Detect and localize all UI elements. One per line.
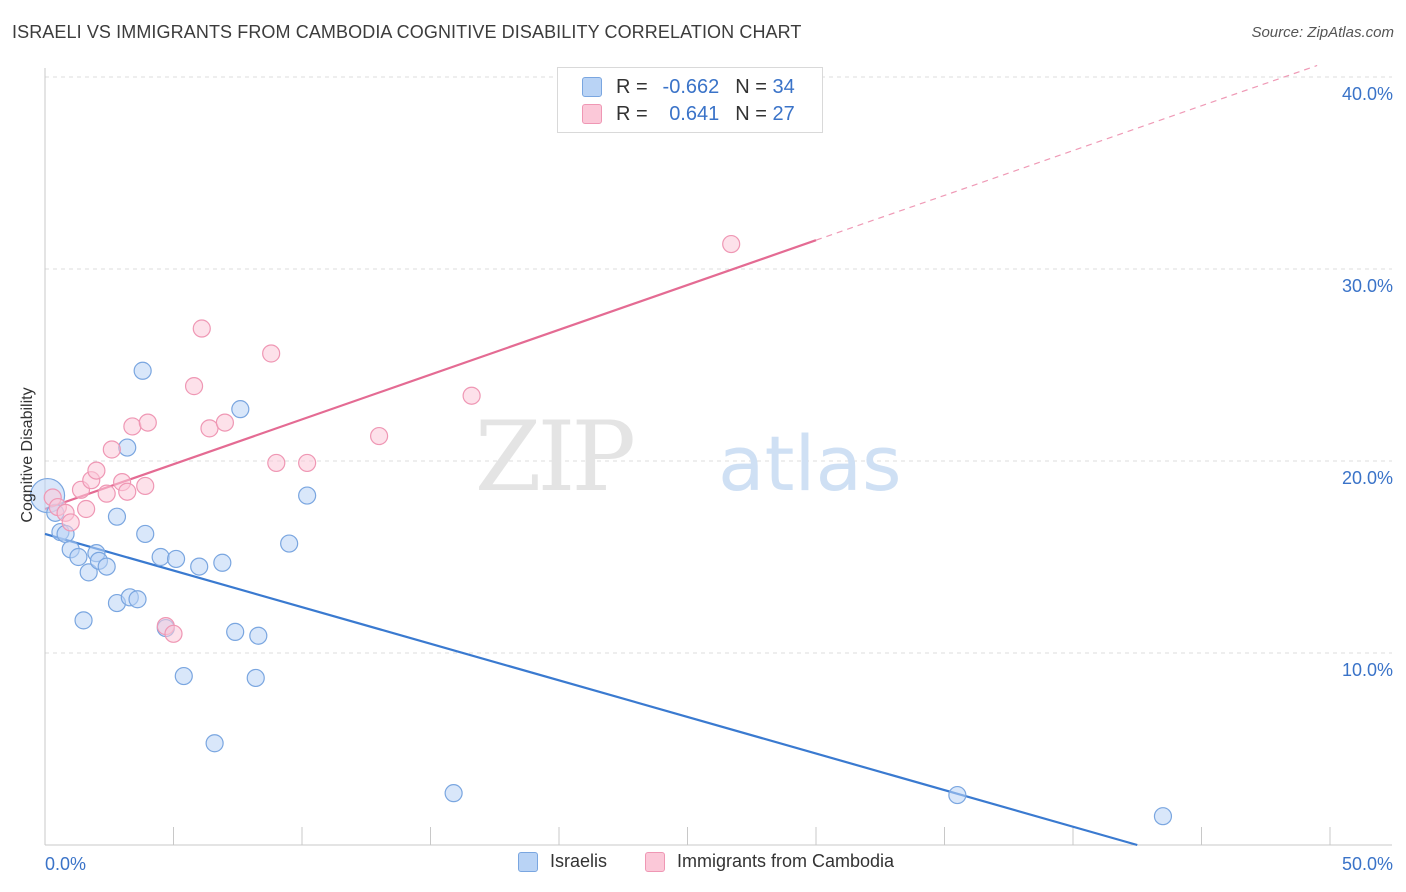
legend-n-label: N = <box>735 75 767 98</box>
point-israelis <box>69 547 88 567</box>
point-israelis <box>136 524 155 544</box>
trend-line-cambodia-extension <box>815 64 1318 241</box>
x-tick-label: 0.0% <box>45 854 86 874</box>
legend-item-cambodia: Immigrants from Cambodia <box>645 851 894 872</box>
point-israelis <box>231 400 250 419</box>
watermark: ZIP atlas <box>475 401 902 513</box>
y-axis-label: Cognitive Disability <box>19 387 36 523</box>
point-cambodia <box>87 461 106 480</box>
legend-swatch-blue <box>582 77 602 97</box>
point-cambodia <box>215 413 234 432</box>
point-cambodia <box>192 319 211 338</box>
point-israelis <box>107 507 127 526</box>
legend-r-value: 0.641 <box>669 102 720 125</box>
legend-swatch-blue <box>518 851 538 872</box>
point-israelis <box>97 557 116 576</box>
point-israelis <box>444 784 463 803</box>
chart-title: ISRAELI VS IMMIGRANTS FROM CAMBODIA COGN… <box>12 22 802 42</box>
point-cambodia <box>118 482 137 501</box>
point-cambodia <box>77 499 96 519</box>
point-israelis <box>226 622 245 641</box>
x-tick-label: 50.0% <box>1342 854 1393 874</box>
data-points <box>29 234 1173 826</box>
legend-item-israelis: Israelis <box>518 851 607 872</box>
point-israelis <box>166 549 186 569</box>
watermark-zip: ZIP <box>475 401 634 513</box>
legend-r-label: R = <box>616 75 648 98</box>
y-tick-label: 20.0% <box>1342 468 1393 488</box>
point-israelis <box>190 557 209 576</box>
legend-n-value: 27 <box>772 102 795 125</box>
point-israelis <box>151 547 170 567</box>
legend-label-israelis: Israelis <box>550 851 608 871</box>
point-israelis <box>246 668 265 688</box>
legend-row-israelis: R = -0.662 N = 34 <box>582 75 795 99</box>
point-cambodia <box>200 419 219 438</box>
point-cambodia <box>164 624 183 643</box>
point-israelis <box>213 553 232 572</box>
point-cambodia <box>370 426 389 446</box>
point-cambodia <box>462 386 481 405</box>
grid-lines <box>45 76 1392 654</box>
source-label: Source: ZipAtlas.com <box>1251 24 1394 41</box>
y-tick-label: 40.0% <box>1342 84 1393 104</box>
axes <box>44 68 1392 846</box>
point-israelis <box>174 666 193 686</box>
point-israelis <box>948 785 967 805</box>
legend-r-value: -0.662 <box>662 75 720 98</box>
point-israelis <box>79 563 98 582</box>
legend-row-cambodia: R = 0.641 N = 27 <box>582 102 795 126</box>
tick-labels: 10.0% 20.0% 30.0% 40.0% 0.0% 50.0% <box>45 84 1393 874</box>
point-israelis <box>128 590 147 609</box>
point-cambodia <box>102 440 121 459</box>
point-israelis <box>118 438 137 457</box>
point-cambodia <box>123 417 142 436</box>
point-cambodia <box>722 234 741 254</box>
legend-n-label: N = <box>735 102 767 125</box>
point-cambodia <box>61 513 80 532</box>
point-cambodia <box>298 453 317 473</box>
y-tick-label: 10.0% <box>1342 660 1393 680</box>
point-cambodia <box>184 377 204 396</box>
point-israelis <box>298 486 317 505</box>
legend-label-cambodia: Immigrants from Cambodia <box>677 851 895 871</box>
point-cambodia <box>262 344 281 363</box>
point-cambodia <box>136 476 155 496</box>
trend-line-israelis <box>44 532 1138 847</box>
point-cambodia <box>97 484 116 503</box>
series-legend: Israelis Immigrants from Cambodia <box>0 851 1406 877</box>
point-cambodia <box>267 453 286 473</box>
legend-swatch-pink <box>645 851 665 872</box>
point-israelis <box>133 361 152 380</box>
legend-r-label: R = <box>616 102 648 125</box>
legend-swatch-pink <box>582 104 602 124</box>
watermark-atlas: atlas <box>718 419 902 508</box>
point-israelis <box>205 734 224 753</box>
point-cambodia <box>138 413 157 432</box>
trend-lines <box>44 64 1318 847</box>
y-tick-label: 30.0% <box>1342 276 1393 296</box>
legend-n-value: 34 <box>772 75 795 98</box>
point-israelis <box>280 534 299 553</box>
point-israelis <box>1153 807 1173 826</box>
stats-legend: R = -0.662 N = 34 R = 0.641 N = 27 <box>557 67 823 133</box>
point-israelis <box>74 611 93 630</box>
trend-line-cambodia <box>44 239 817 511</box>
point-israelis <box>249 626 268 645</box>
